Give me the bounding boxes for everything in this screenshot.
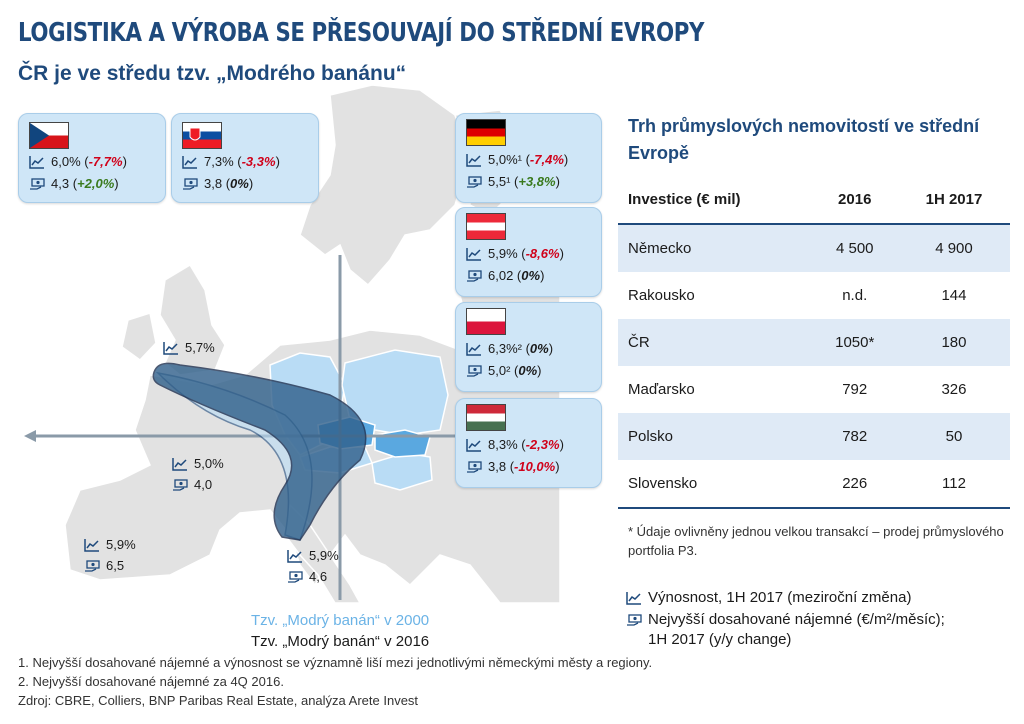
money-hand-icon bbox=[467, 269, 482, 282]
card-at: 5,9% (-8,6%) 6,02 (0%) bbox=[455, 207, 602, 297]
money-hand-icon bbox=[288, 570, 303, 583]
trend-chart-icon bbox=[466, 153, 481, 167]
trend-chart-icon bbox=[466, 342, 481, 356]
at-rent-row: 6,02 (0%) bbox=[466, 268, 544, 283]
fr-rent-label: 4,0 bbox=[172, 477, 212, 492]
table-cell: ČR bbox=[618, 319, 812, 366]
table-cell: Slovensko bbox=[618, 460, 812, 509]
banana-2016-shape bbox=[152, 362, 367, 541]
table-row: Polsko 782 50 bbox=[618, 413, 1010, 460]
es-rent-label: 6,5 bbox=[84, 558, 124, 573]
trend-chart-icon bbox=[29, 155, 44, 169]
cz-yield-row: 6,0% (-7,7%) bbox=[29, 154, 127, 169]
sk-yield-row: 7,3% (-3,3%) bbox=[182, 154, 280, 169]
table-cell: Polsko bbox=[618, 413, 812, 460]
legend-rent: Nejvyšší dosahované nájemné (€/m²/měsíc)… bbox=[626, 610, 945, 650]
banana-2016-label: Tzv. „Modrý banán“ v 2016 bbox=[251, 633, 430, 650]
money-hand-icon bbox=[183, 177, 198, 190]
es-yield-label: 5,9% bbox=[84, 537, 136, 552]
card-pl: 6,3%² (0%) 5,0² (0%) bbox=[455, 302, 602, 392]
table-row: ČR 1050* 180 bbox=[618, 319, 1010, 366]
table-cell: 50 bbox=[897, 413, 1010, 460]
it-yield-label: 5,9% bbox=[287, 548, 339, 563]
trend-chart-icon bbox=[466, 438, 481, 452]
page-title: LOGISTIKA A VÝROBA SE PŘESOUVAJÍ DO STŘE… bbox=[18, 18, 705, 48]
table-row: Slovensko 226 112 bbox=[618, 460, 1010, 509]
money-hand-icon bbox=[173, 478, 188, 491]
trend-chart-icon bbox=[84, 538, 99, 552]
card-cz: 6,0% (-7,7%) 4,3 (+2,0%) bbox=[18, 113, 166, 203]
table-cell: 4 500 bbox=[811, 224, 898, 272]
flag-hu-icon bbox=[466, 404, 506, 431]
trend-chart-icon bbox=[466, 247, 481, 261]
de-rent-row: 5,5¹ (+3,8%) bbox=[466, 174, 560, 189]
table-cell: 226 bbox=[811, 460, 898, 509]
table-row: Německo 4 500 4 900 bbox=[618, 224, 1010, 272]
money-hand-icon bbox=[30, 177, 45, 190]
card-sk: 7,3% (-3,3%) 3,8 (0%) bbox=[171, 113, 319, 203]
pl-yield-row: 6,3%² (0%) bbox=[466, 341, 553, 356]
table-note: * Údaje ovlivněny jednou velkou transakc… bbox=[628, 524, 1004, 558]
money-hand-icon bbox=[467, 460, 482, 473]
fr-yield-label: 5,0% bbox=[172, 456, 224, 471]
source-note: Zdroj: CBRE, Colliers, BNP Paribas Real … bbox=[18, 693, 419, 708]
uk-yield-label: 5,7% bbox=[163, 340, 215, 355]
table-cell: Německo bbox=[618, 224, 812, 272]
table-cell: 112 bbox=[897, 460, 1010, 509]
flag-sk-icon bbox=[182, 122, 222, 149]
hu-rent-row: 3,8 (-10,0%) bbox=[466, 459, 560, 474]
column-header: 1H 2017 bbox=[897, 176, 1010, 225]
table-row: Rakousko n.d. 144 bbox=[618, 272, 1010, 319]
table-header-row: Investice (€ mil) 2016 1H 2017 bbox=[618, 176, 1010, 225]
de-yield-row: 5,0%¹ (-7,4%) bbox=[466, 152, 568, 167]
table-cell: n.d. bbox=[842, 287, 868, 304]
flag-cz-icon bbox=[29, 122, 69, 149]
hu-yield-row: 8,3% (-2,3%) bbox=[466, 437, 564, 452]
slovakia-shape bbox=[374, 429, 431, 458]
table-cell: 144 bbox=[941, 287, 967, 304]
column-header: 2016 bbox=[811, 176, 898, 225]
money-hand-icon bbox=[467, 364, 482, 377]
card-hu: 8,3% (-2,3%) 3,8 (-10,0%) bbox=[455, 398, 602, 488]
money-hand-icon bbox=[85, 559, 100, 572]
table-cell: 4 900 bbox=[897, 224, 1010, 272]
investment-table: Investice (€ mil) 2016 1H 2017 Německo 4… bbox=[618, 176, 1010, 509]
footnote-1: 1. Nejvyšší dosahované nájemné a výnosno… bbox=[18, 655, 653, 670]
ireland-shape bbox=[121, 312, 157, 361]
table-title: Trh průmyslových nemovitostí ve střední … bbox=[628, 116, 980, 163]
table-cell: Rakousko bbox=[628, 287, 695, 304]
table-cell: Maďarsko bbox=[628, 381, 695, 398]
it-rent-label: 4,6 bbox=[287, 569, 327, 584]
cz-rent-row: 4,3 (+2,0%) bbox=[29, 176, 119, 191]
poland-shape bbox=[341, 349, 449, 436]
table-cell: 782 bbox=[811, 413, 898, 460]
money-hand-icon bbox=[467, 175, 482, 188]
money-hand-icon bbox=[627, 614, 642, 626]
at-yield-row: 5,9% (-8,6%) bbox=[466, 246, 564, 261]
table-cell: 792 bbox=[842, 381, 868, 398]
trend-chart-icon bbox=[626, 592, 641, 605]
sk-rent-row: 3,8 (0%) bbox=[182, 176, 253, 191]
card-de: 5,0%¹ (-7,4%) 5,5¹ (+3,8%) bbox=[455, 113, 602, 203]
table-cell: 326 bbox=[941, 381, 967, 398]
flag-at-icon bbox=[466, 213, 506, 240]
table-row: Maďarsko 792 326 bbox=[618, 366, 1010, 413]
trend-chart-icon bbox=[172, 457, 187, 471]
banana-2000-label: Tzv. „Modrý banán“ v 2000 bbox=[251, 612, 430, 629]
flag-pl-icon bbox=[466, 308, 506, 335]
trend-chart-icon bbox=[182, 155, 197, 169]
table-cell: 180 bbox=[897, 319, 1010, 366]
trend-chart-icon bbox=[287, 549, 302, 563]
legend-yield: Výnosnost, 1H 2017 (meziroční změna) bbox=[626, 588, 911, 608]
pl-rent-row: 5,0² (0%) bbox=[466, 363, 542, 378]
table-cell: 1050* bbox=[811, 319, 898, 366]
footnote-2: 2. Nejvyšší dosahované nájemné za 4Q 201… bbox=[18, 674, 284, 689]
page-subtitle: ČR je ve středu tzv. „Modrého banánu“ bbox=[18, 62, 407, 85]
flag-de-icon bbox=[466, 119, 506, 146]
column-header: Investice (€ mil) bbox=[618, 176, 812, 225]
trend-chart-icon bbox=[163, 341, 178, 355]
